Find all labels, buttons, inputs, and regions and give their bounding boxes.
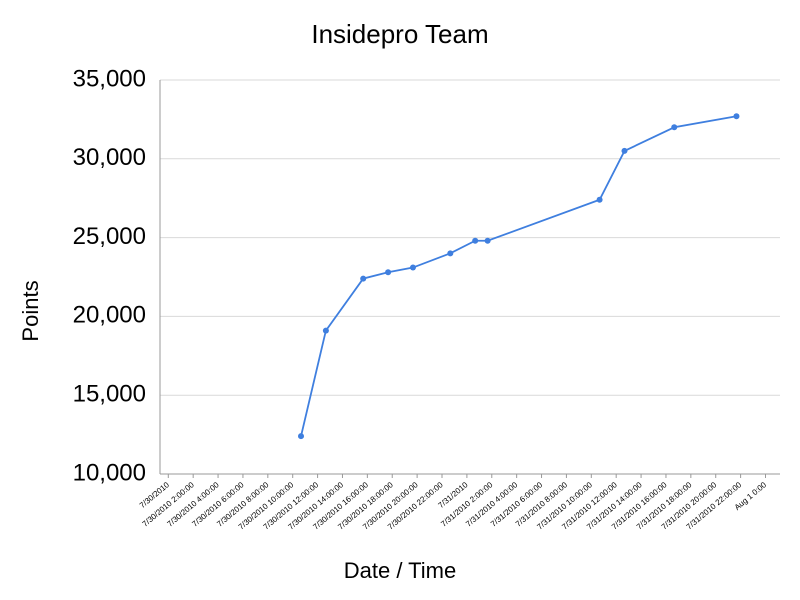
point — [671, 124, 678, 131]
point — [596, 196, 603, 203]
y-tick-label: 25,000 — [73, 223, 146, 250]
point — [484, 237, 491, 244]
y-axis-label: Points — [18, 280, 43, 341]
y-tick-label: 15,000 — [73, 381, 146, 408]
point — [409, 264, 416, 271]
y-tick-label: 10,000 — [73, 459, 146, 486]
point — [733, 113, 740, 120]
y-tick-label: 20,000 — [73, 302, 146, 329]
chart-title: Insidepro Team — [311, 19, 488, 49]
point — [360, 275, 367, 282]
point — [322, 327, 329, 334]
y-tick-label: 30,000 — [73, 144, 146, 171]
point — [298, 433, 305, 440]
y-tick-label: 35,000 — [73, 65, 146, 92]
point — [385, 269, 392, 276]
point — [447, 250, 454, 257]
point — [621, 147, 628, 154]
line — [300, 115, 737, 437]
x-axis-label: Date / Time — [344, 558, 456, 583]
point — [472, 237, 479, 244]
